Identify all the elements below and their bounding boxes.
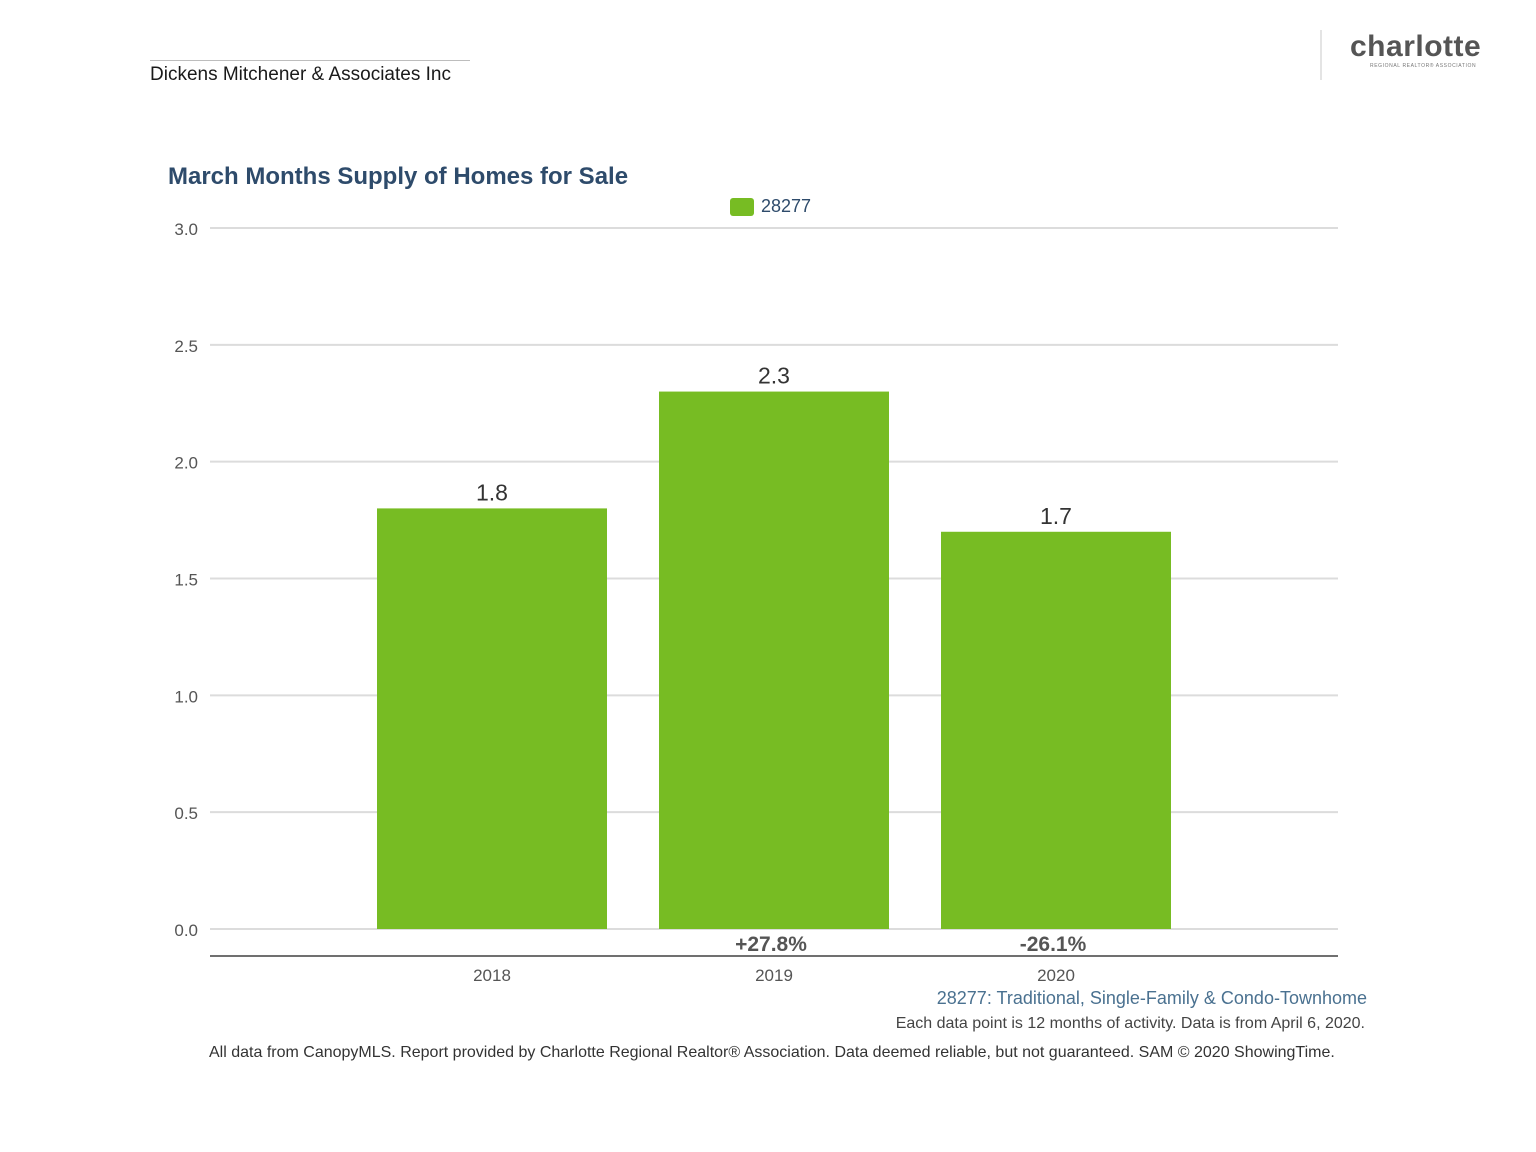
chart-legend: 28277 bbox=[730, 196, 811, 217]
period-footnote: Each data point is 12 months of activity… bbox=[895, 1015, 1365, 1032]
bar-2019 bbox=[659, 391, 889, 930]
legend-swatch bbox=[730, 197, 754, 216]
change-label: -26.1% bbox=[1020, 933, 1087, 956]
agent-name: Dickens Mitchener & Associates Inc bbox=[150, 64, 451, 85]
y-tick-label: 3.0 bbox=[174, 220, 198, 239]
y-tick-label: 2.0 bbox=[174, 454, 198, 473]
logo-divider bbox=[1320, 30, 1322, 80]
header-divider bbox=[150, 60, 470, 61]
x-tick-label: 2020 bbox=[1037, 966, 1075, 985]
y-tick-label: 1.5 bbox=[174, 571, 198, 590]
y-tick-label: 0.0 bbox=[174, 921, 198, 940]
data-disclaimer: All data from CanopyMLS. Report provided… bbox=[209, 1044, 1335, 1061]
logo-wordmark: charlotte bbox=[1350, 30, 1482, 63]
legend-label: 28277 bbox=[761, 196, 812, 216]
data-label: 2.3 bbox=[758, 363, 790, 389]
x-tick-label: 2018 bbox=[473, 966, 511, 985]
bar-2018 bbox=[377, 508, 607, 929]
chart-title: March Months Supply of Homes for Sale bbox=[168, 163, 629, 190]
y-tick-label: 0.5 bbox=[174, 804, 198, 823]
area-footnote: 28277: Traditional, Single-Family & Cond… bbox=[936, 988, 1367, 1008]
bar-2020 bbox=[941, 531, 1171, 929]
y-tick-label: 1.0 bbox=[174, 687, 198, 706]
data-label: 1.8 bbox=[476, 479, 508, 505]
x-tick-label: 2019 bbox=[755, 966, 793, 985]
data-label: 1.7 bbox=[1040, 503, 1072, 529]
charlotte-realtor-logo: charlotte REGIONAL REALTOR® ASSOCIATION bbox=[1350, 30, 1490, 74]
logo-tagline: REGIONAL REALTOR® ASSOCIATION bbox=[1370, 63, 1477, 69]
y-tick-label: 2.5 bbox=[174, 337, 198, 356]
change-label: +27.8% bbox=[735, 933, 807, 956]
